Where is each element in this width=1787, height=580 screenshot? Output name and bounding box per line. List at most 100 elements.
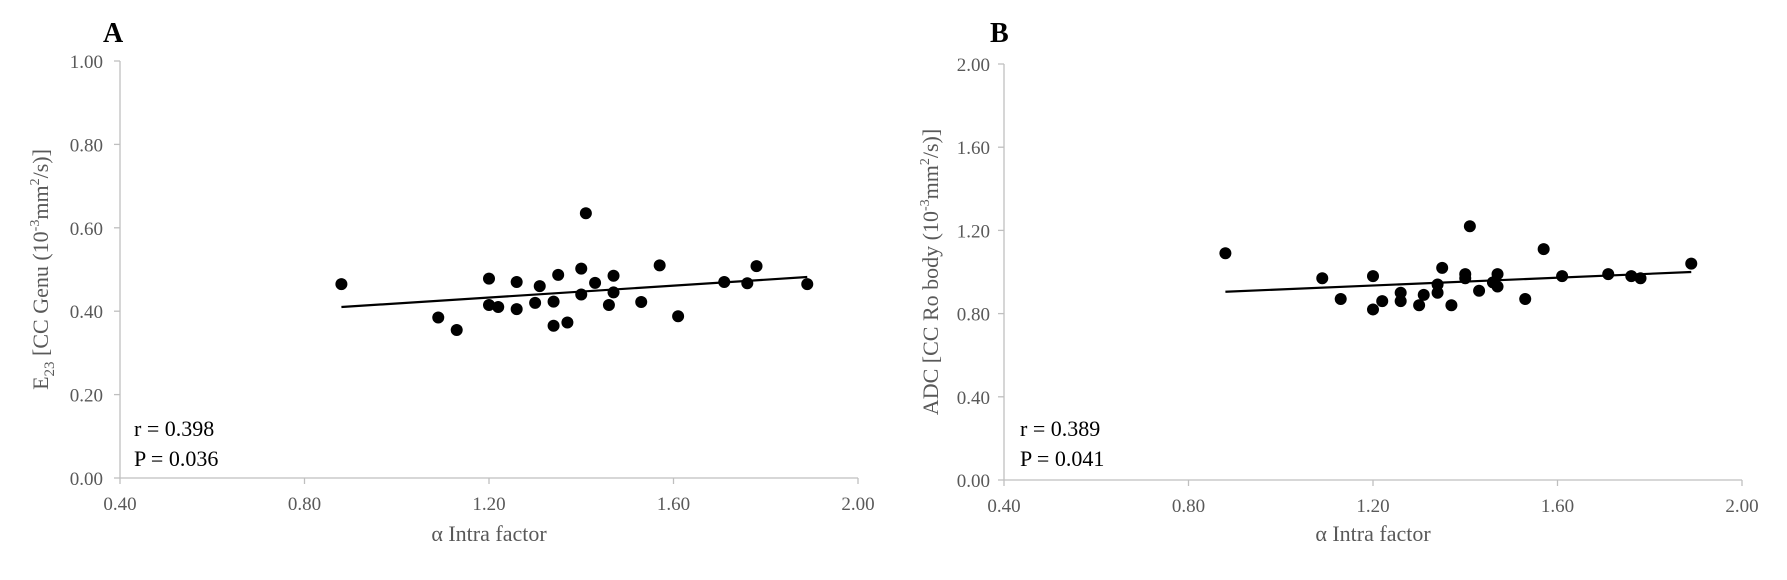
x-tick-label: 2.00 <box>1725 496 1758 517</box>
y-label-superscript: 2 <box>28 178 43 185</box>
data-point <box>741 277 754 290</box>
data-point <box>552 268 565 281</box>
x-tick-label: 0.80 <box>288 494 321 515</box>
x-tick-label: 2.00 <box>841 494 874 515</box>
y-label-superscript: -3 <box>918 199 933 211</box>
y-label-main: ADC <box>918 369 943 415</box>
y-label-subscript: 23 <box>42 361 58 376</box>
data-point <box>432 311 445 324</box>
y-label-superscript: -3 <box>28 220 43 232</box>
y-tick-label: 0.60 <box>70 219 103 240</box>
data-point <box>492 301 505 314</box>
y-tick-label: 0.80 <box>957 305 990 326</box>
y-tick-label: 2.00 <box>957 55 990 76</box>
y-tick-label: 0.00 <box>957 471 990 492</box>
y-tick-label: 0.20 <box>70 386 103 407</box>
data-point <box>1491 268 1504 281</box>
data-point <box>510 276 523 289</box>
panel-letter: B <box>990 18 1009 49</box>
data-point <box>607 269 620 282</box>
data-point <box>483 272 495 285</box>
data-point <box>575 262 588 275</box>
data-point <box>1376 295 1389 308</box>
data-point <box>1519 293 1532 306</box>
data-point <box>1463 220 1476 233</box>
y-label-unit: mm <box>918 165 943 199</box>
y-label-text: [CC Genu (10 <box>28 231 53 361</box>
x-axis-label: α Intra factor <box>1315 521 1431 546</box>
correlation-r: r = 0.398 <box>134 416 214 441</box>
data-point <box>547 319 560 332</box>
y-tick-label: 1.20 <box>957 221 990 242</box>
x-tick-label: 1.20 <box>472 494 505 515</box>
x-tick-label: 1.20 <box>1356 496 1389 517</box>
data-point <box>602 298 615 311</box>
y-axis-label: ADC [CC Ro body (10-3mm2/s)] <box>918 129 943 415</box>
data-point <box>589 276 602 289</box>
data-point <box>1417 288 1430 301</box>
x-axis-label: α Intra factor <box>431 521 547 546</box>
x-tick-label: 0.80 <box>1172 496 1205 517</box>
data-point <box>750 260 763 273</box>
data-point <box>529 296 542 309</box>
y-tick-label: 0.80 <box>70 135 103 156</box>
y-axis-label: E23 [CC Genu (10-3mm2/s)] <box>28 149 58 390</box>
data-point <box>718 276 731 289</box>
data-point <box>1219 247 1232 260</box>
data-point <box>1459 268 1472 281</box>
data-point <box>672 310 685 323</box>
data-point <box>561 316 574 329</box>
y-label-unit: /s)] <box>28 149 53 178</box>
trendline <box>341 275 808 309</box>
data-point <box>1445 299 1458 312</box>
data-point <box>1537 243 1550 256</box>
data-point <box>1413 299 1426 312</box>
data-point <box>607 286 620 299</box>
chart-panel-b: B 0.00 0.40 0.80 1.20 1.60 2.00 0.40 0.80 1.20 1.6… <box>918 18 1759 546</box>
y-label-unit: mm <box>28 185 53 219</box>
y-label-unit: /s)] <box>918 129 943 158</box>
data-point <box>547 295 560 308</box>
data-point <box>801 278 814 291</box>
data-point <box>1491 280 1504 293</box>
data-point <box>1367 270 1379 283</box>
data-point <box>533 280 546 293</box>
data-point <box>1625 270 1638 283</box>
x-tick-label: 0.40 <box>987 496 1020 517</box>
data-point <box>1394 286 1407 299</box>
data-point <box>450 323 463 336</box>
data-point <box>1431 278 1444 291</box>
data-point <box>653 259 666 272</box>
data-point <box>1602 268 1615 281</box>
data-point <box>1473 284 1486 297</box>
y-tick-label: 1.00 <box>70 52 103 73</box>
y-label-superscript: 2 <box>918 158 933 165</box>
data-point <box>1394 295 1407 308</box>
data-point <box>483 298 495 311</box>
data-point <box>1316 272 1329 285</box>
p-value: P = 0.041 <box>1020 446 1104 471</box>
y-tick-label: 0.40 <box>957 388 990 409</box>
y-label-main: E <box>28 376 53 389</box>
y-tick-label: 1.60 <box>957 138 990 159</box>
data-point <box>579 207 592 220</box>
data-point <box>1556 270 1569 283</box>
data-point <box>1334 293 1347 306</box>
data-point <box>635 296 648 309</box>
data-point <box>1634 272 1647 285</box>
x-tick-label: 0.40 <box>103 494 136 515</box>
correlation-r: r = 0.389 <box>1020 416 1100 441</box>
chart-panel-a: A 0.00 0.20 0.40 0.60 0.80 1.00 0.40 0.80 1.20 1.6… <box>28 18 875 546</box>
data-point <box>1431 286 1444 299</box>
data-point <box>510 303 523 316</box>
trendline <box>1225 270 1692 293</box>
y-tick-label: 0.00 <box>70 469 103 490</box>
y-tick-label: 0.40 <box>70 302 103 323</box>
data-point <box>1685 257 1698 270</box>
panel-letter: A <box>103 18 124 49</box>
p-value: P = 0.036 <box>134 446 218 471</box>
x-tick-label: 1.60 <box>657 494 690 515</box>
data-point <box>1367 303 1379 316</box>
y-label-text: [CC Ro body (10 <box>918 211 943 369</box>
